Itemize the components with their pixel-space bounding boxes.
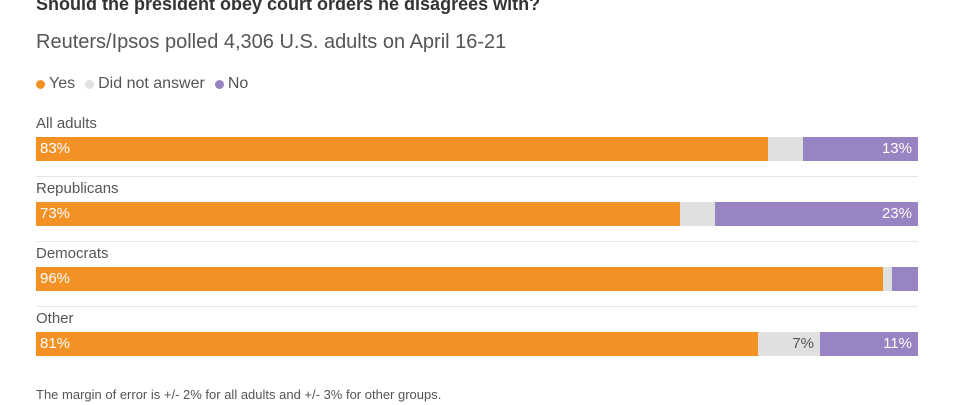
- bar-row: Other 81% 7% 11%: [36, 310, 918, 356]
- bar-segment-no: 23%: [715, 202, 918, 226]
- row-divider: [36, 306, 918, 307]
- chart-title: Should the president obey court orders h…: [36, 0, 541, 14]
- chart-subtitle: Reuters/Ipsos polled 4,306 U.S. adults o…: [36, 31, 507, 53]
- category-label: Republicans: [36, 180, 119, 197]
- bar-row: All adults 83% 13%: [36, 115, 918, 161]
- data-label: 13%: [881, 140, 912, 157]
- bar-segment-did-not-answer: [882, 267, 892, 291]
- data-label: 7%: [792, 335, 814, 352]
- legend-swatch: [85, 79, 95, 89]
- legend-item: Did not answer: [85, 75, 205, 93]
- bar-segment-yes: 83%: [36, 137, 769, 161]
- stacked-bar: 81% 7% 11%: [36, 332, 918, 356]
- bar-segment-no: 11%: [819, 332, 918, 356]
- legend-item: No: [214, 75, 249, 93]
- bar-segment-did-not-answer: [768, 137, 804, 161]
- stacked-bar: 73% 23%: [36, 202, 918, 226]
- footnote: The margin of error is +/- 2% for all ad…: [36, 387, 442, 402]
- legend-label: No: [227, 75, 249, 92]
- bar-segment-yes: 73%: [36, 202, 680, 226]
- bar-segment-yes: 81%: [36, 332, 758, 356]
- row-divider: [36, 241, 918, 242]
- data-label: 23%: [881, 205, 912, 222]
- bar-segment-no: 13%: [803, 137, 918, 161]
- legend-label: Did not answer: [98, 75, 205, 92]
- legend-swatch: [36, 79, 45, 89]
- category-label: Democrats: [36, 245, 109, 262]
- legend-item: Yes: [36, 75, 75, 93]
- legend-swatch: [214, 79, 224, 89]
- bar-segment-did-not-answer: 7%: [757, 332, 820, 356]
- legend-label: Yes: [49, 75, 76, 92]
- legend: Yes Did not answer No: [36, 75, 248, 93]
- bar-row: Democrats 96%: [36, 245, 918, 291]
- bar-segment-did-not-answer: [679, 202, 716, 226]
- bar-segment-yes: 96%: [36, 267, 883, 291]
- stacked-bar: 83% 13%: [36, 137, 918, 161]
- category-label: All adults: [36, 115, 97, 132]
- data-label: 73%: [40, 205, 71, 222]
- bar-row: Republicans 73% 23%: [36, 180, 918, 226]
- data-label: 96%: [40, 270, 71, 287]
- data-label: 11%: [883, 335, 912, 352]
- row-divider: [36, 176, 918, 177]
- stacked-bar: 96%: [36, 267, 918, 291]
- category-label: Other: [36, 310, 74, 327]
- data-label: 81%: [40, 335, 71, 352]
- data-label: 83%: [40, 140, 71, 157]
- bar-segment-no: [891, 267, 918, 291]
